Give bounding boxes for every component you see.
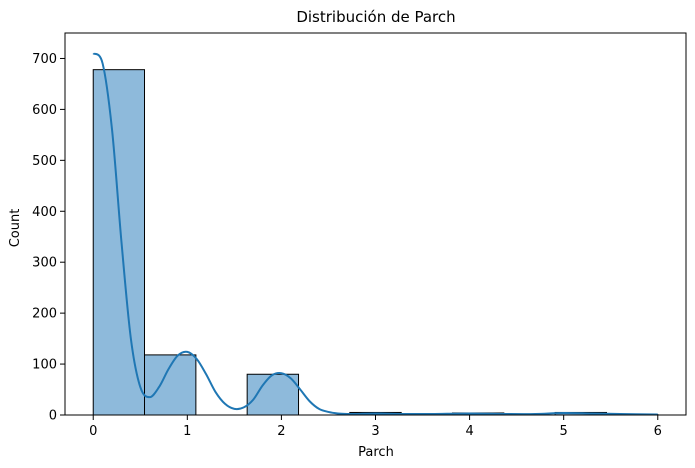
histogram-bar <box>144 354 197 416</box>
y-tick-label: 600 <box>32 103 57 118</box>
y-tick-label: 500 <box>32 154 57 169</box>
y-tick-label: 300 <box>32 256 57 271</box>
x-tick-label: 0 <box>89 424 97 439</box>
y-axis-label: Count <box>8 209 23 248</box>
y-tick-label: 0 <box>49 409 57 424</box>
x-tick-label: 3 <box>371 424 379 439</box>
x-axis-label: Parch <box>358 445 394 460</box>
plot-area: 0 1 2 3 4 5 6 0 100 200 300 400 500 600 700 <box>32 32 687 439</box>
x-tick-label: 6 <box>654 424 662 439</box>
chart-title: Distribución de Parch <box>296 8 455 26</box>
y-tick-label: 700 <box>32 52 57 67</box>
histogram-bar <box>92 69 146 416</box>
histogram-bar <box>246 373 300 416</box>
y-tick-label: 100 <box>32 358 57 373</box>
y-tick-label: 400 <box>32 205 57 220</box>
y-tick-label: 200 <box>32 307 57 322</box>
kde-line <box>92 52 658 416</box>
x-tick-label: 5 <box>560 424 568 439</box>
x-tick-label: 2 <box>277 424 285 439</box>
x-tick-label: 4 <box>465 424 473 439</box>
x-tick-label: 1 <box>183 424 191 439</box>
